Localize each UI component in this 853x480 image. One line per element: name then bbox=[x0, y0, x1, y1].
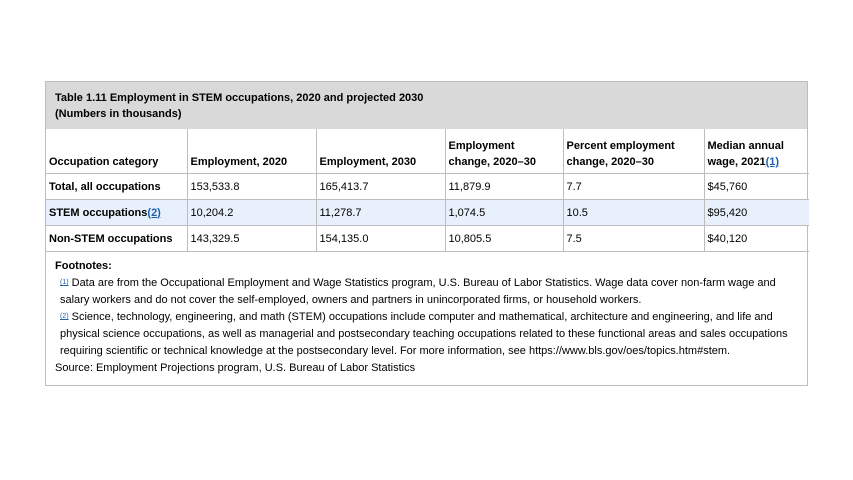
stem-employment-table-container: Table 1.11 Employment in STEM occupation… bbox=[45, 81, 809, 386]
header-percent-change-line1: Percent employment bbox=[566, 140, 675, 152]
employment-table: Occupation category Employment, 2020 Emp… bbox=[46, 129, 809, 252]
cell-employment-2020: 143,329.5 bbox=[186, 225, 317, 252]
cell-employment-change: 10,805.5 bbox=[444, 225, 564, 252]
row-category: Non-STEM occupations bbox=[46, 225, 188, 252]
footnote-text-1: Data are from the Occupational Employmen… bbox=[60, 277, 776, 306]
header-percent-change-line2: change, 2020–30 bbox=[566, 156, 654, 168]
footnote-marker-2[interactable]: (2) bbox=[60, 313, 69, 320]
row-category: STEM occupations(2) bbox=[46, 199, 188, 226]
footnotes-section: Footnotes: (1) Data are from the Occupat… bbox=[46, 252, 807, 385]
footnote-link-2[interactable]: (2) bbox=[147, 206, 161, 219]
footnotes-heading: Footnotes: bbox=[55, 260, 112, 272]
cell-median-wage: $45,760 bbox=[703, 173, 809, 200]
table-caption: Table 1.11 Employment in STEM occupation… bbox=[46, 82, 807, 129]
table-header-row: Occupation category Employment, 2020 Emp… bbox=[46, 129, 809, 174]
cell-percent-change: 7.7 bbox=[562, 173, 705, 200]
header-employment-change-line2: change, 2020–30 bbox=[448, 156, 536, 168]
cell-employment-2030: 11,278.7 bbox=[315, 199, 446, 226]
cell-employment-2020: 10,204.2 bbox=[186, 199, 317, 226]
cell-employment-change: 1,074.5 bbox=[444, 199, 564, 226]
cell-employment-2030: 154,135.0 bbox=[315, 225, 446, 252]
header-percent-change: Percent employment change, 2020–30 bbox=[562, 129, 705, 174]
header-employment-change-line1: Employment bbox=[448, 140, 515, 152]
cell-median-wage: $95,420 bbox=[703, 199, 809, 226]
header-median-wage-line1: Median annual bbox=[707, 140, 784, 152]
header-employment-2020: Employment, 2020 bbox=[186, 129, 317, 174]
footnote-1: (1) Data are from the Occupational Emplo… bbox=[55, 275, 798, 309]
table-row-non-stem: Non-STEM occupations 143,329.5 154,135.0… bbox=[46, 225, 809, 252]
cell-employment-change: 11,879.9 bbox=[444, 173, 564, 200]
header-employment-change: Employment change, 2020–30 bbox=[444, 129, 564, 174]
source-note: Source: Employment Projections program, … bbox=[55, 362, 416, 374]
header-median-wage: Median annual wage, 2021(1) bbox=[703, 129, 809, 174]
row-category-label: STEM occupations bbox=[49, 206, 148, 219]
cell-employment-2020: 153,533.8 bbox=[186, 173, 317, 200]
cell-median-wage: $40,120 bbox=[703, 225, 809, 252]
footnote-link-1[interactable]: (1) bbox=[765, 156, 780, 168]
table-row-stem: STEM occupations(2) 10,204.2 11,278.7 1,… bbox=[46, 199, 809, 226]
table-row-total: Total, all occupations 153,533.8 165,413… bbox=[46, 173, 809, 200]
header-occupation-category: Occupation category bbox=[46, 129, 188, 174]
header-median-wage-line2: wage, 2021 bbox=[707, 156, 766, 168]
table-subtitle: (Numbers in thousands) bbox=[55, 108, 182, 120]
footnote-2: (2) Science, technology, engineering, an… bbox=[55, 309, 798, 360]
footnote-text-2: Science, technology, engineering, and ma… bbox=[60, 311, 788, 357]
cell-employment-2030: 165,413.7 bbox=[315, 173, 446, 200]
footnote-marker-1[interactable]: (1) bbox=[60, 279, 69, 286]
table-title: Table 1.11 Employment in STEM occupation… bbox=[55, 92, 424, 104]
cell-percent-change: 7.5 bbox=[562, 225, 705, 252]
row-category: Total, all occupations bbox=[46, 173, 188, 200]
header-employment-2030: Employment, 2030 bbox=[315, 129, 446, 174]
cell-percent-change: 10.5 bbox=[562, 199, 705, 226]
